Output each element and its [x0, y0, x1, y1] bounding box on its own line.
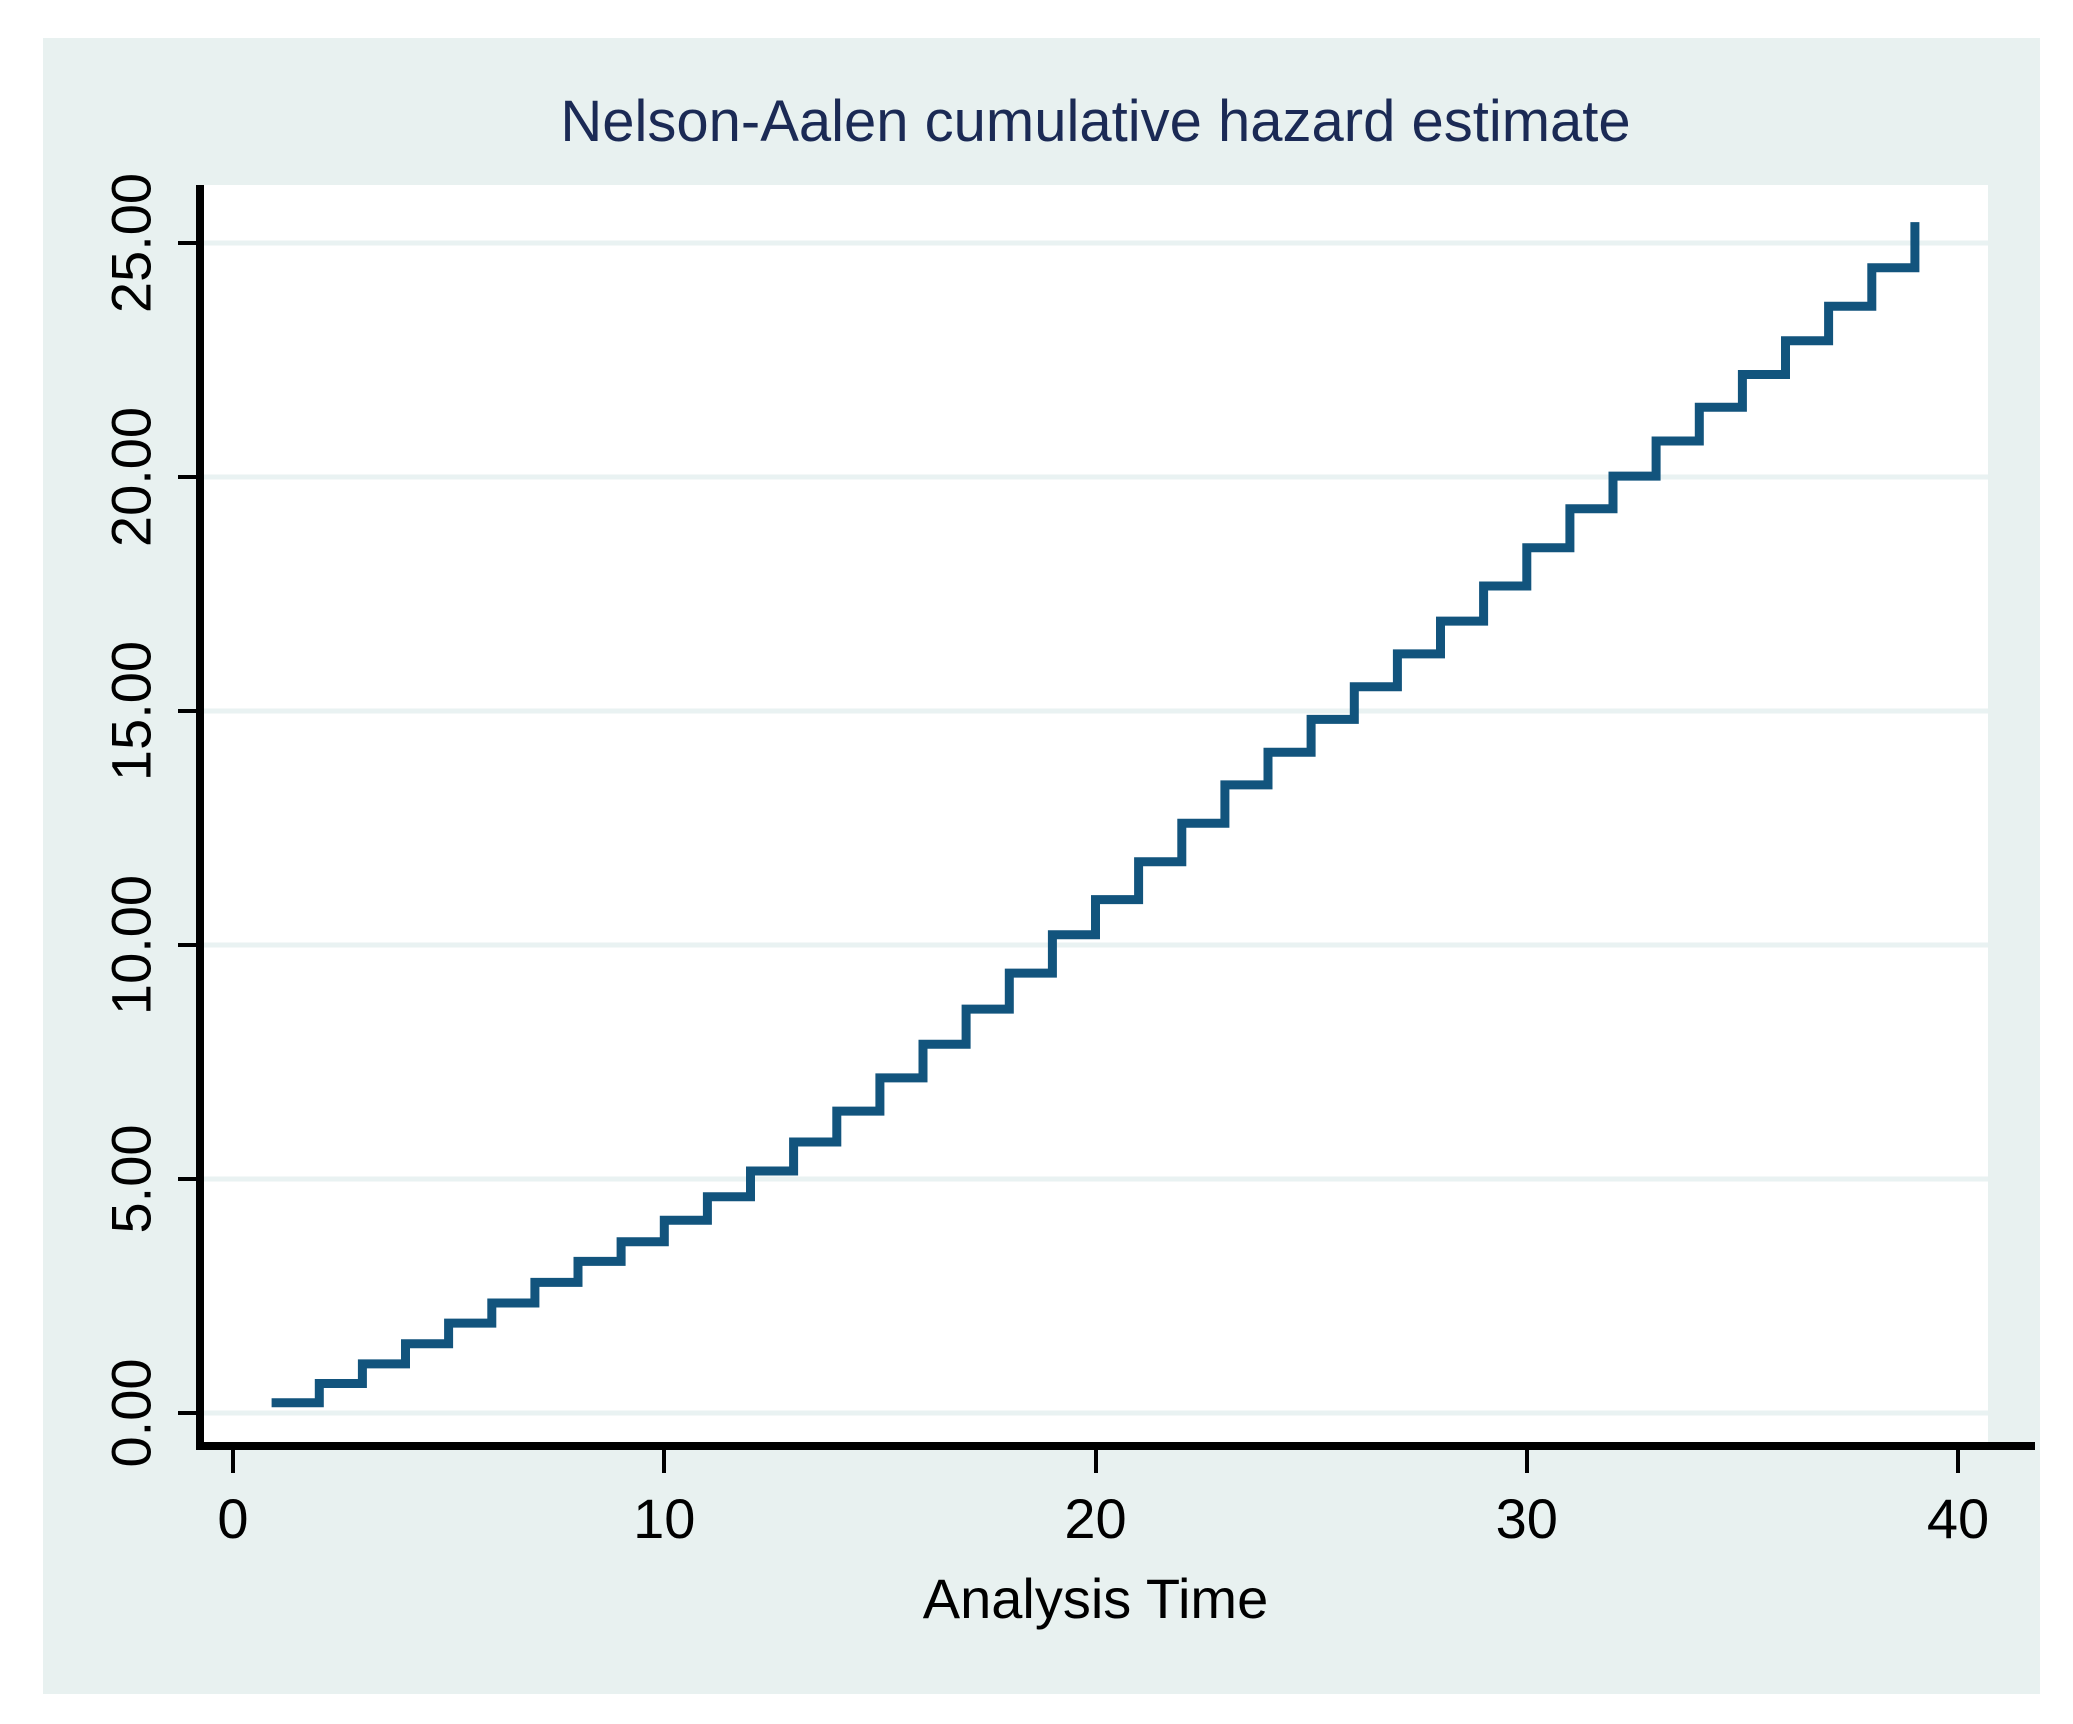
y-tick	[178, 1177, 204, 1181]
y-tick	[178, 709, 204, 713]
plot-area	[203, 185, 1988, 1445]
y-tick-label: 0.00	[99, 1358, 163, 1468]
y-tick-label: 20.00	[99, 406, 163, 548]
x-axis-title: Analysis Time	[922, 1567, 1269, 1630]
y-tick	[178, 475, 204, 479]
x-axis-line	[196, 1442, 2035, 1450]
x-tick	[1956, 1450, 1960, 1473]
x-tick-label: 40	[1926, 1487, 1990, 1550]
x-tick-label: 0	[217, 1487, 249, 1550]
graph-region: Nelson-Aalen cumulative hazard estimate …	[43, 38, 2040, 1694]
hazard-step-line	[271, 222, 1920, 1408]
y-tick-label: 10.00	[99, 874, 163, 1016]
x-tick	[231, 1450, 235, 1473]
x-tick-label: 20	[1064, 1487, 1127, 1550]
chart-title: Nelson-Aalen cumulative hazard estimate	[560, 89, 1631, 154]
x-tick-label: 10	[633, 1487, 696, 1550]
y-tick	[178, 241, 204, 245]
x-tick-label: 30	[1495, 1487, 1558, 1550]
y-axis-line	[196, 185, 204, 1450]
gridlines-group	[203, 240, 1988, 1416]
x-tick	[662, 1450, 667, 1473]
y-tick-label: 15.00	[99, 640, 163, 782]
y-tick	[178, 1411, 204, 1415]
x-tick	[1093, 1450, 1098, 1473]
y-tick-label: 5.00	[99, 1124, 163, 1234]
y-tick-label: 25.00	[99, 172, 163, 314]
x-tick	[1524, 1450, 1529, 1473]
y-tick	[178, 943, 204, 947]
chart-svg	[203, 222, 1988, 1416]
